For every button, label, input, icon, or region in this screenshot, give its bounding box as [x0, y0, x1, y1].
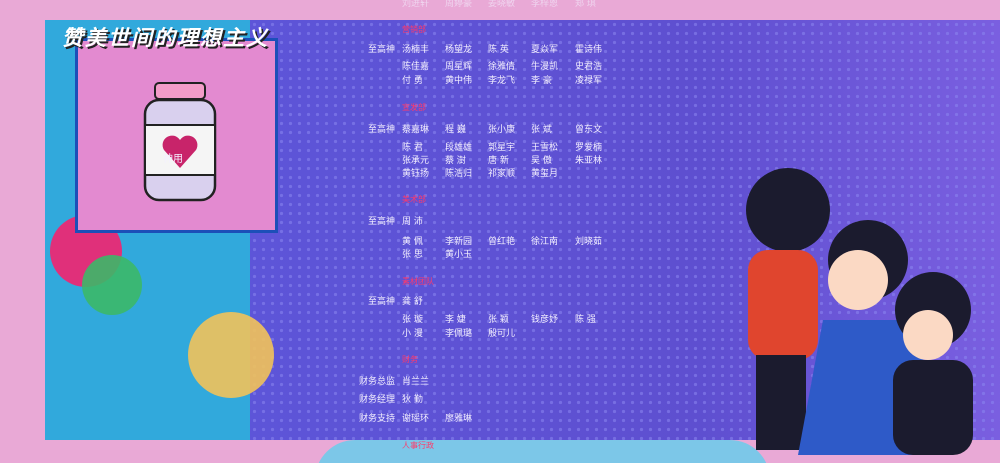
credit-name: 陈佳嘉 [402, 62, 430, 72]
credit-name: 霍诗伟 [575, 45, 603, 55]
credit-name: 小 漫 [402, 329, 423, 339]
credit-name: 刘晓茹 [575, 237, 603, 247]
credit-name: 徐江南 [531, 237, 559, 247]
credit-name: 张 思 [402, 250, 423, 260]
section-heading: 宣发部 [402, 103, 426, 112]
credit-name: 狄 勤 [402, 395, 423, 405]
credit-name: 张 璇 [402, 315, 423, 325]
section-heading: 素材团队 [402, 277, 434, 286]
credit-name: 段雄雄 [445, 143, 473, 153]
role-label: 财务经理 [358, 395, 395, 405]
role-label: 财务支持 [358, 414, 395, 424]
credit-name: 郑 琪 [575, 0, 596, 9]
role-label: 财务总监 [358, 377, 395, 387]
credit-name: 姜晓敏 [488, 0, 516, 9]
section-heading: 人事行政 [402, 441, 434, 450]
credit-name: 夏焱军 [531, 45, 559, 55]
credit-name: 祁家顺 [488, 169, 516, 179]
character-illustration [746, 168, 973, 455]
credit-name: 李新园 [445, 237, 473, 247]
credit-name: 李佩璐 [445, 329, 473, 339]
credit-name: 张小康 [488, 125, 516, 135]
credit-name: 周星辉 [445, 62, 473, 72]
credit-name: 张 斌 [531, 125, 552, 135]
credit-name: 曾东文 [575, 125, 603, 135]
credit-name: 陈 君 [402, 143, 423, 153]
credit-name: 牛漫凯 [531, 62, 559, 72]
credit-name: 李梓恩 [531, 0, 559, 9]
credit-name: 黄钰扬 [402, 169, 430, 179]
credit-name: 王雪松 [531, 143, 559, 153]
section-heading: 财务 [402, 355, 418, 364]
credit-name: 吴 傲 [531, 156, 552, 166]
credit-name: 蔡嘉琳 [402, 125, 430, 135]
bottom-shape [315, 440, 770, 463]
credit-name: 张 颖 [488, 315, 509, 325]
credit-name: 罗爱楠 [575, 143, 603, 153]
role-label: 至高神 [367, 297, 395, 307]
credit-name: 郭星宇 [488, 143, 516, 153]
green-circle [82, 255, 142, 315]
credit-name: 李 豪 [531, 76, 552, 86]
credit-name: 黄玺月 [531, 169, 559, 179]
credit-name: 周婷豪 [445, 0, 473, 9]
yellow-circle [188, 312, 274, 398]
credit-name: 汤楠丰 [402, 45, 430, 55]
credit-name: 朱亚林 [575, 156, 603, 166]
credit-name: 殷可儿 [488, 329, 516, 339]
credit-name: 曾红艳 [488, 237, 516, 247]
credit-name: 史君浩 [575, 62, 603, 72]
role-label: 至高神 [367, 45, 395, 55]
credit-name: 徐雅倩 [488, 62, 516, 72]
role-label: 至高神 [367, 217, 395, 227]
credit-name: 陈 强 [575, 315, 596, 325]
credit-name: 付 勇 [402, 76, 423, 86]
credit-name: 陈浩归 [445, 169, 473, 179]
credit-name: 凌禄军 [575, 76, 603, 86]
credit-name: 张承元 [402, 156, 430, 166]
role-label: 至高神 [367, 125, 395, 135]
credit-name: 钱彦妤 [531, 315, 559, 325]
credit-name: 陈 英 [488, 45, 509, 55]
credit-name: 唐 新 [488, 156, 509, 166]
credit-name: 黄中伟 [445, 76, 473, 86]
badge-label: 神用 [163, 154, 183, 165]
section-heading: 营销部 [402, 25, 426, 34]
credit-name: 谢瑶环 [402, 414, 430, 424]
section-heading: 美术部 [402, 195, 426, 204]
bottle-icon [143, 82, 217, 202]
credit-name: 黄 佩 [402, 237, 423, 247]
credit-name: 程 巍 [445, 125, 466, 135]
credit-name: 刘进轩 [402, 0, 430, 9]
credit-name: 龚 舒 [402, 297, 423, 307]
credit-name: 李龙飞 [488, 76, 516, 86]
title: 赞美世间的理想主义 [62, 26, 269, 50]
credit-name: 廖雅琳 [445, 414, 473, 424]
credit-name: 黄小玉 [445, 250, 473, 260]
credit-name: 李 婕 [445, 315, 466, 325]
credit-name: 杨望龙 [445, 45, 473, 55]
credit-name: 蔡 澍 [445, 156, 466, 166]
credit-name: 周 沛 [402, 217, 423, 227]
credit-name: 肖兰兰 [402, 377, 430, 387]
